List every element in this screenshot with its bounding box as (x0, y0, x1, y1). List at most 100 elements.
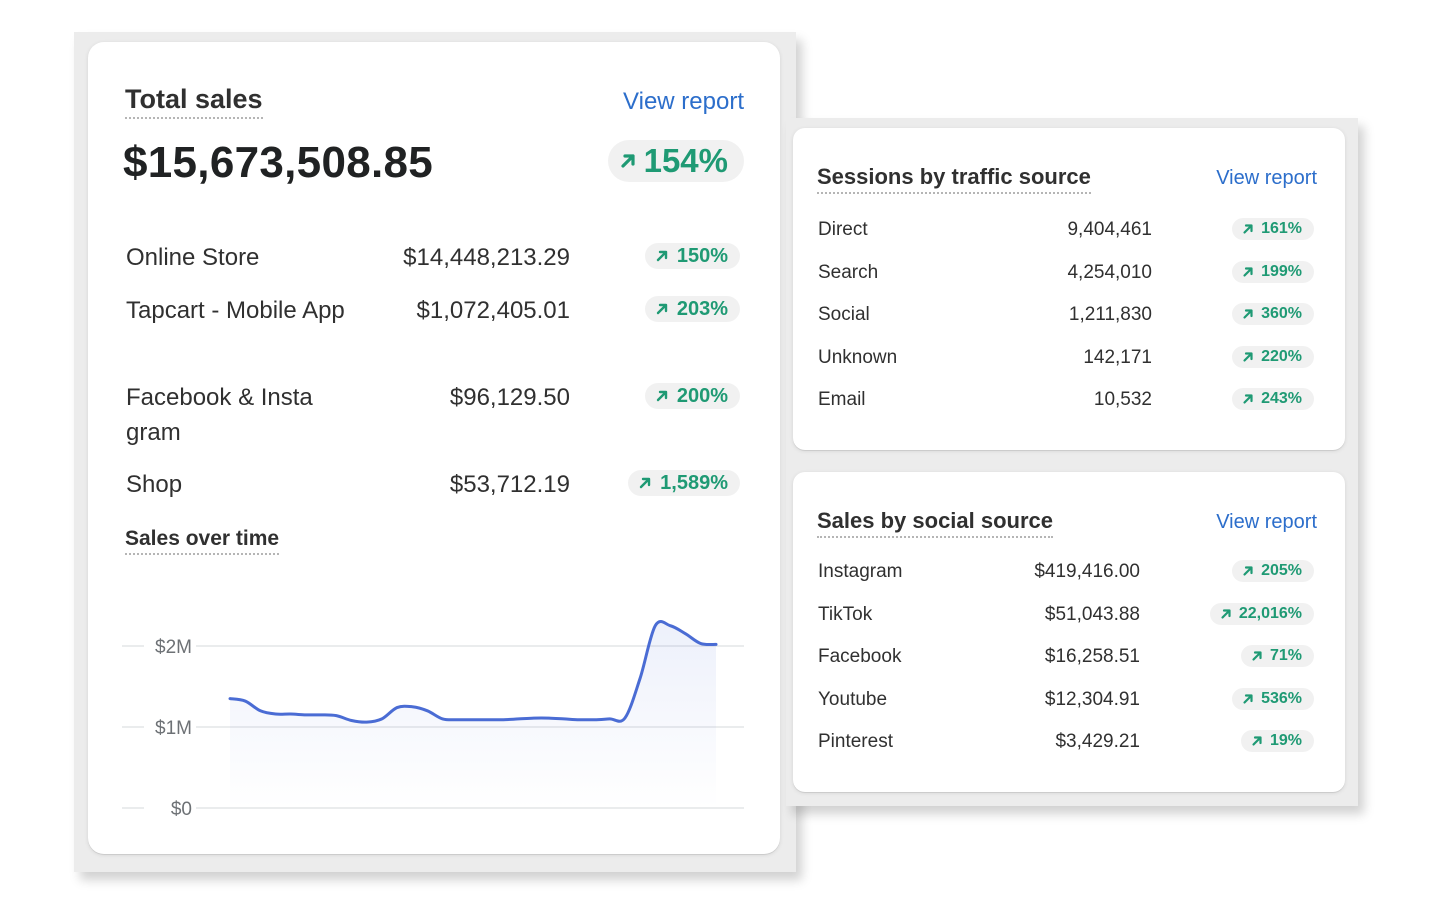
social-view-report-link[interactable]: View report (1216, 511, 1317, 533)
source-change-badge: 199% (1232, 260, 1314, 283)
source-change-badge: 220% (1232, 345, 1314, 368)
source-change: 220% (1261, 347, 1302, 365)
source-change: 71% (1269, 647, 1302, 664)
source-change: 199% (1261, 262, 1302, 280)
source-name: Instagram (818, 561, 903, 582)
arrow-up-right-icon (1242, 266, 1254, 278)
channel-change-badge: 203% (644, 296, 740, 322)
arrow-up-right-icon (1251, 735, 1263, 747)
arrow-up-right-icon (655, 302, 669, 316)
arrow-up-right-icon (1251, 650, 1263, 662)
source-change: 22,016% (1238, 604, 1302, 622)
source-row: Instagram $419,416.00 205% (818, 557, 1314, 587)
source-row: Facebook $16,258.51 71% (818, 642, 1314, 672)
channel-name: Facebook & Insta gram (126, 384, 313, 446)
source-name: Unknown (818, 346, 898, 368)
source-name: Direct (818, 219, 868, 240)
source-row: Social 1,211,830 360% (818, 300, 1314, 330)
source-value: 1,211,830 (1068, 304, 1152, 325)
source-name: Facebook (818, 646, 902, 667)
sales-over-time-svg: $2M $1M $0 (122, 620, 744, 820)
source-name: Pinterest (818, 731, 893, 752)
source-name: Social (818, 304, 870, 325)
source-value: $3,429.21 (1055, 731, 1140, 752)
sessions-by-traffic-source-card: Sessions by traffic source View report D… (793, 128, 1345, 450)
source-row: Youtube $12,304.91 536% (818, 685, 1314, 715)
arrow-up-right-icon (1242, 351, 1254, 363)
source-change: 205% (1261, 562, 1302, 579)
source-change-badge: 536% (1232, 687, 1314, 710)
source-change-badge: 243% (1232, 388, 1314, 410)
arrow-up-right-icon (655, 249, 669, 263)
source-value: $419,416.00 (1034, 561, 1140, 582)
arrow-up-right-icon (1242, 223, 1254, 235)
source-change: 19% (1269, 732, 1302, 749)
source-value: 142,171 (1083, 346, 1152, 368)
sales-over-time-title[interactable]: Sales over time (125, 527, 280, 555)
channel-value: $1,072,405.01 (416, 297, 570, 324)
source-name: Search (818, 261, 879, 283)
arrow-up-right-icon (618, 151, 638, 171)
source-row: Unknown 142,171 220% (818, 343, 1314, 373)
arrow-up-right-icon (638, 476, 652, 490)
channel-change-badge: 150% (644, 243, 740, 269)
total-sales-change-badge: 154% (607, 140, 744, 182)
social-title[interactable]: Sales by social source (817, 508, 1054, 538)
tick-label-bg (144, 796, 196, 820)
channel-name: Online Store (126, 244, 260, 271)
source-change-badge: 19% (1240, 730, 1314, 752)
arrow-up-right-icon (655, 389, 669, 403)
sales-over-time-chart: $2M $1M $0 (122, 602, 746, 832)
channel-change: 200% (676, 384, 728, 407)
arrow-up-right-icon (1242, 308, 1254, 320)
channel-change: 1,589% (660, 471, 728, 494)
source-name: TikTok (818, 603, 873, 625)
channel-name: Shop (126, 471, 183, 498)
sales-line (228, 620, 718, 724)
tick-label-bg (144, 715, 196, 739)
source-value: 9,404,461 (1067, 219, 1152, 240)
channel-change-badge: 1,589% (628, 470, 740, 496)
source-change-badge: 71% (1240, 645, 1314, 667)
source-name: Email (818, 389, 866, 410)
y-tick-label: $0 (171, 799, 192, 820)
channel-change: 203% (676, 297, 728, 320)
arrow-up-right-icon (1242, 565, 1254, 577)
source-name: Youtube (818, 688, 888, 710)
source-change: 161% (1261, 220, 1302, 237)
sessions-view-report-link[interactable]: View report (1216, 167, 1317, 189)
source-value: 4,254,010 (1067, 261, 1152, 283)
source-value: $51,043.88 (1044, 603, 1140, 625)
channel-change: 150% (676, 244, 728, 267)
source-row: Pinterest $3,429.21 19% (818, 727, 1314, 757)
channel-value: $53,712.19 (449, 471, 570, 498)
source-row: Direct 9,404,461 161% (818, 215, 1314, 245)
sales-area (230, 621, 716, 808)
sessions-title[interactable]: Sessions by traffic source (817, 164, 1091, 194)
tick-label-bg (144, 634, 196, 658)
total-sales-change: 154% (643, 142, 728, 179)
arrow-up-right-icon (1242, 393, 1254, 405)
total-sales-value: $15,673,508.85 (123, 138, 434, 187)
channel-name: Tapcart - Mobile App (126, 297, 345, 324)
source-change-badge: 161% (1232, 218, 1314, 240)
source-value: 10,532 (1093, 389, 1152, 410)
source-change: 536% (1261, 689, 1302, 707)
channel-change-badge: 200% (644, 383, 740, 409)
source-change-badge: 22,016% (1209, 602, 1314, 625)
y-tick-label: $2M (155, 637, 192, 658)
source-row: Email 10,532 243% (818, 385, 1314, 415)
sales-by-social-source-card: Sales by social source View report Insta… (793, 472, 1345, 792)
total-sales-title[interactable]: Total sales (125, 84, 263, 119)
arrow-up-right-icon (1242, 693, 1254, 705)
channel-value: $14,448,213.29 (403, 244, 570, 271)
total-sales-view-report-link[interactable]: View report (623, 88, 744, 115)
source-change: 243% (1261, 390, 1302, 407)
total-sales-card: Total sales View report $15,673,508.85 1… (88, 42, 780, 854)
arrow-up-right-icon (1220, 608, 1232, 620)
source-change: 360% (1261, 305, 1302, 322)
channel-value: $96,129.50 (449, 384, 570, 411)
source-change-badge: 360% (1232, 303, 1314, 325)
y-tick-label: $1M (155, 718, 192, 739)
source-change-badge: 205% (1232, 560, 1314, 582)
